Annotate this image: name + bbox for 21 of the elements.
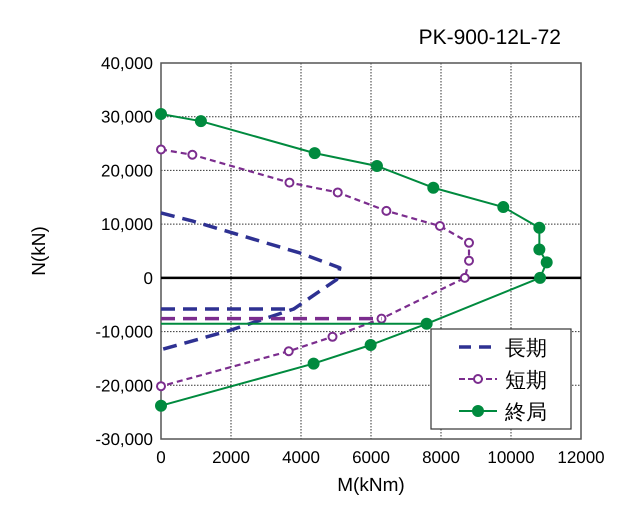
y-tick-label: 30,000 <box>101 108 153 127</box>
y-tick-label: 10,000 <box>101 215 153 234</box>
x-tick-label: 6000 <box>352 448 390 467</box>
y-tick-label: 20,000 <box>101 161 153 180</box>
legend-label: 短期 <box>505 369 547 392</box>
chart-title: PK-900-12L-72 <box>418 26 561 49</box>
legend-label: 終局 <box>504 401 547 424</box>
x-axis-title: M(kNm) <box>337 475 405 496</box>
y-tick-label: -30,000 <box>95 430 153 449</box>
y-tick-label: -10,000 <box>95 322 153 342</box>
y-tick-label: 40,000 <box>101 54 153 73</box>
x-tick-label: 10000 <box>487 448 535 467</box>
y-tick-label: -20,000 <box>95 376 153 396</box>
y-tick-label: 0 <box>144 268 153 288</box>
x-tick-label: 2000 <box>212 448 250 467</box>
x-tick-label: 12000 <box>557 448 605 467</box>
y-axis-title: N(kN) <box>29 226 50 276</box>
x-tick-label: 8000 <box>422 448 460 467</box>
x-tick-label: 4000 <box>282 448 320 467</box>
x-tick-label: 0 <box>156 448 166 467</box>
legend-label: 長期 <box>505 337 547 360</box>
